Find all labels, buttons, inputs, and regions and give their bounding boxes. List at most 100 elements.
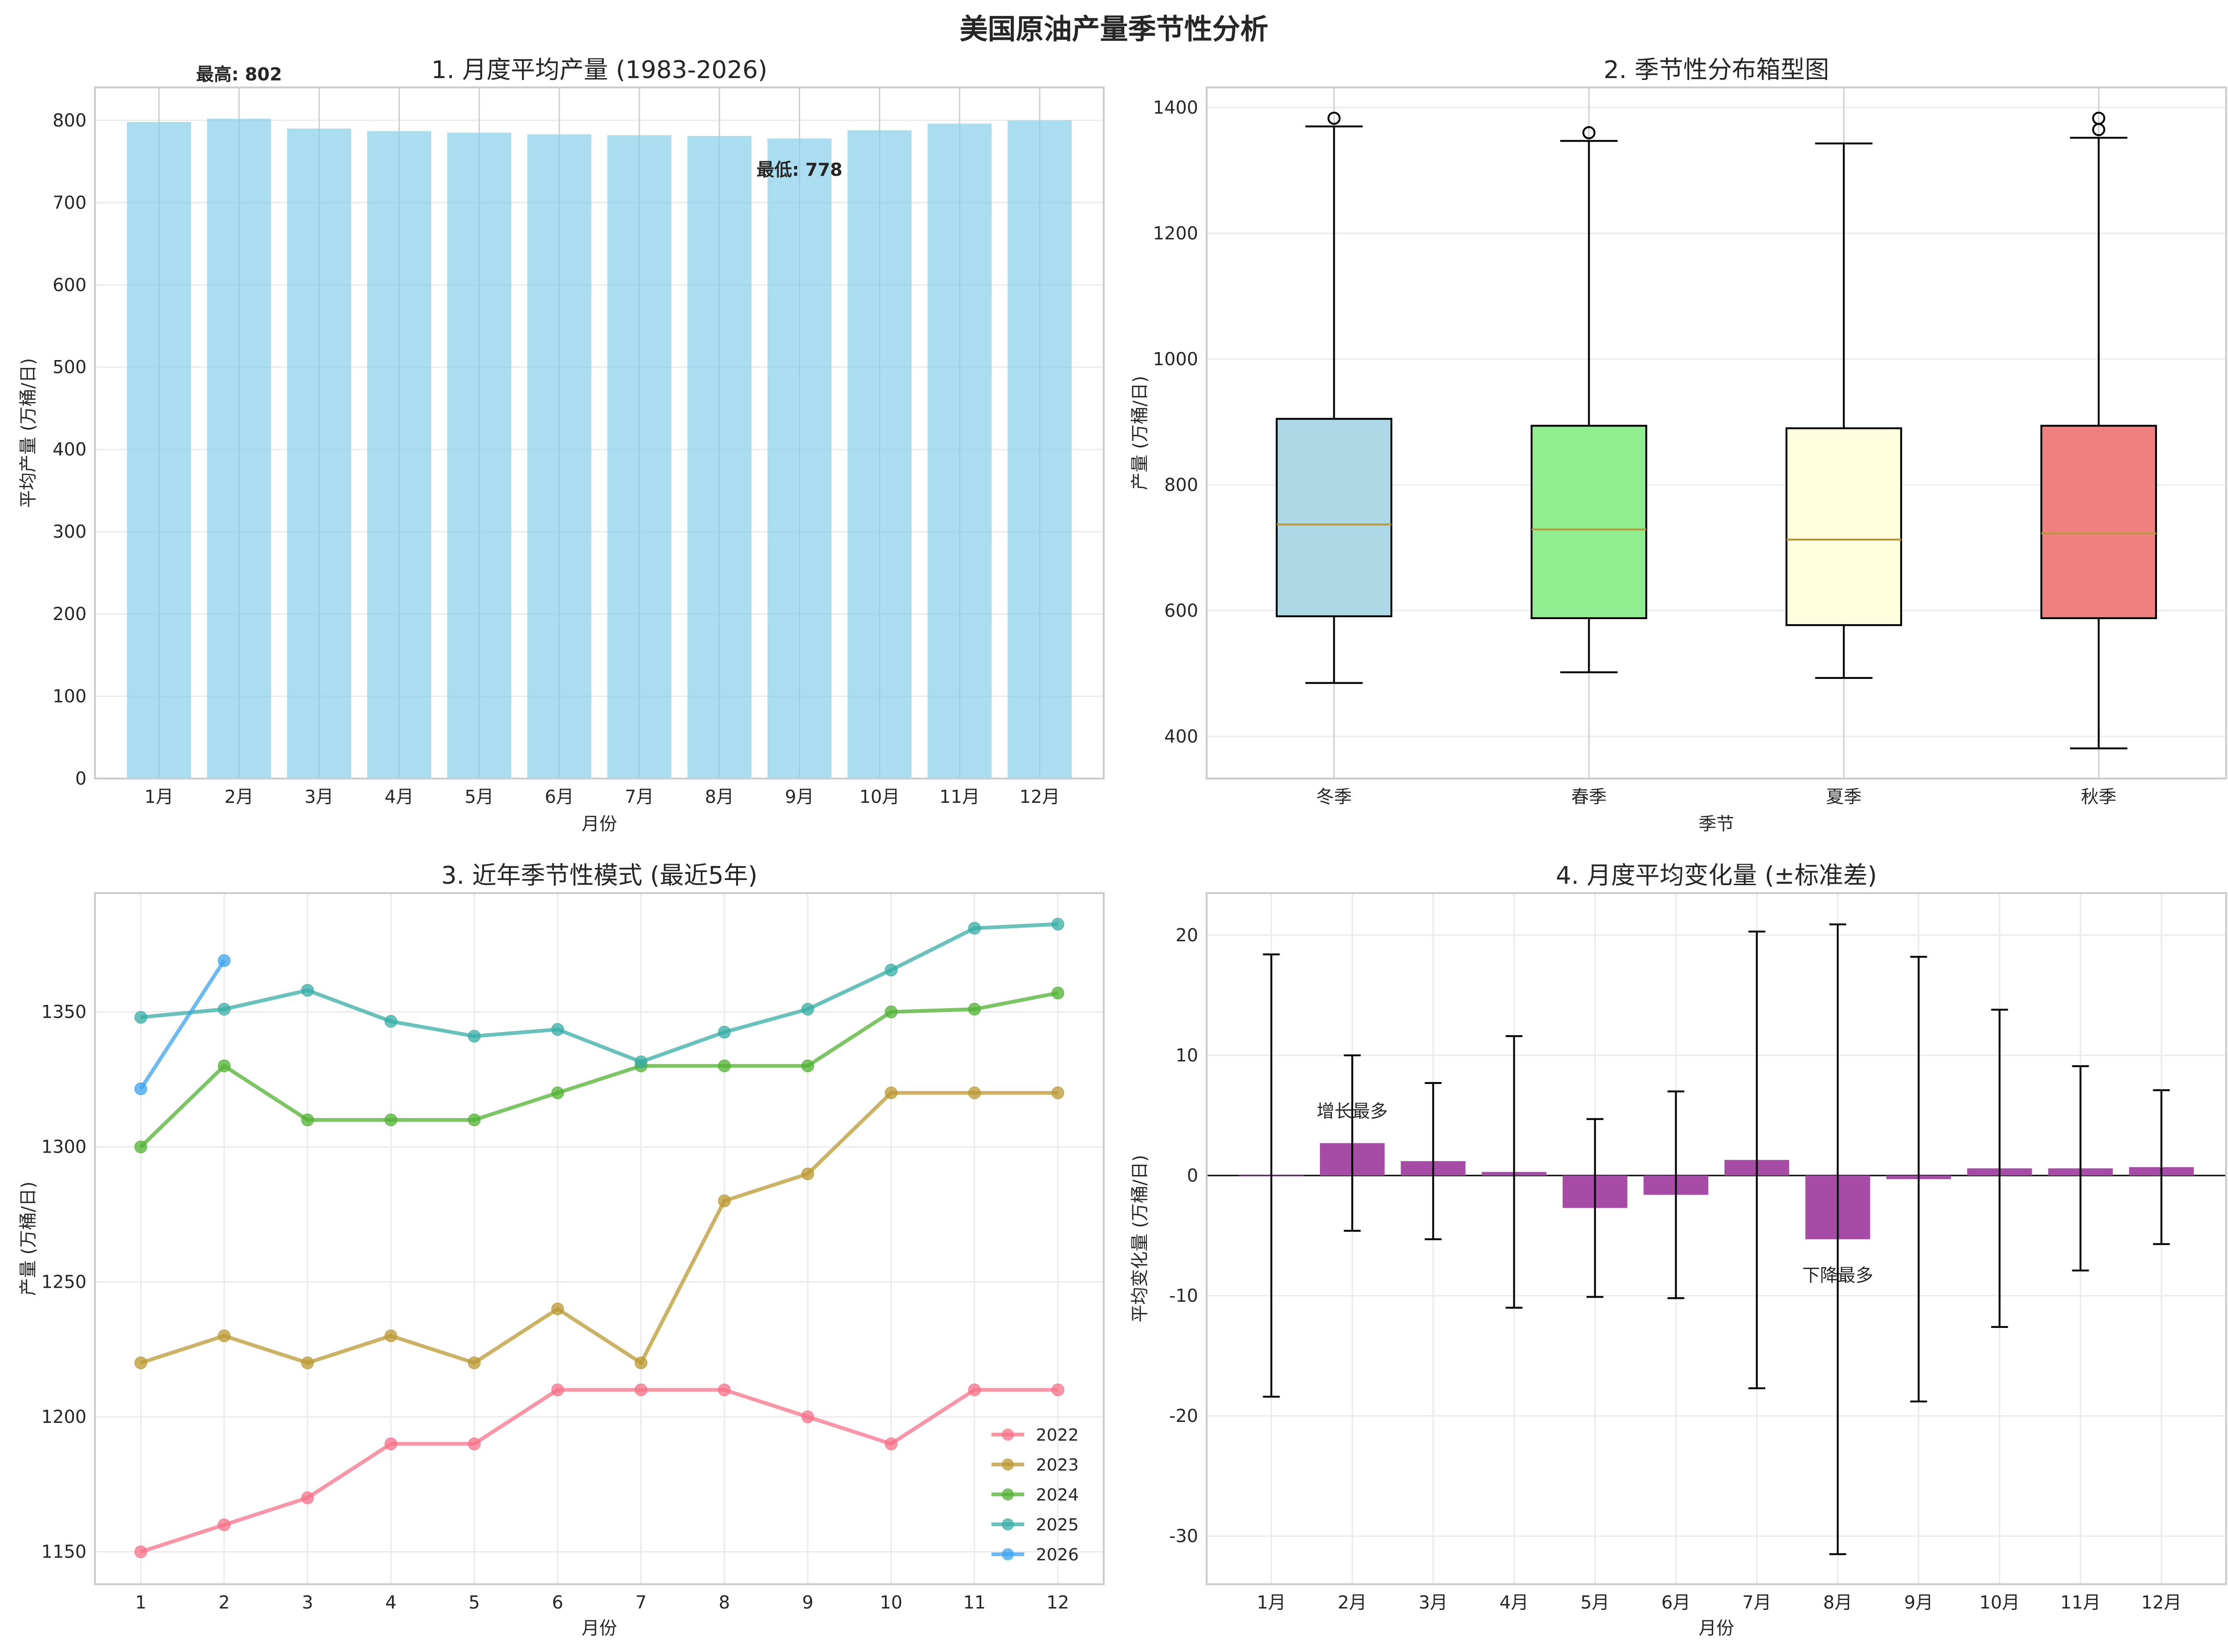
y-tick-label: 600 [1164, 600, 1198, 621]
data-point-2025 [884, 964, 897, 977]
data-point-2024 [301, 1113, 314, 1126]
data-point-2022 [551, 1383, 564, 1396]
bar [927, 123, 992, 779]
y-tick-label: -20 [1169, 1406, 1198, 1426]
data-point-2022 [801, 1410, 814, 1423]
x-tick-label: 11 [963, 1592, 986, 1613]
y-tick-label: 0 [1187, 1165, 1198, 1186]
y-axis-label: 平均产量 (万桶/日) [18, 358, 38, 508]
bar [767, 138, 832, 779]
y-tick-label: -30 [1169, 1526, 1198, 1546]
x-tick-label: 8月 [705, 786, 734, 807]
annotation-label: 最低: 778 [757, 159, 843, 180]
y-tick-label: 1000 [1153, 349, 1198, 369]
outlier-point [2092, 111, 2105, 125]
plot-frame [1206, 87, 2227, 779]
bar [287, 128, 351, 779]
y-tick-label: 1250 [41, 1271, 87, 1292]
y-axis-label: 平均变化量 (万桶/日) [1129, 1155, 1150, 1323]
x-tick-label: 4月 [384, 786, 413, 807]
panel-title: 4. 月度平均变化量 (±标准差) [1556, 862, 1877, 890]
bar [607, 135, 672, 779]
data-point-2024 [801, 1060, 814, 1072]
y-tick-label: 1200 [41, 1407, 87, 1427]
x-tick-label: 2月 [1338, 1592, 1367, 1613]
x-tick-label: 4月 [1499, 1592, 1528, 1613]
x-tick-label: 9月 [1904, 1592, 1933, 1613]
y-tick-label: 800 [52, 110, 87, 130]
data-point-2024 [1051, 987, 1064, 1000]
data-point-2023 [1051, 1086, 1064, 1099]
y-tick-label: 1400 [1153, 97, 1198, 118]
x-tick-label: 3月 [1418, 1592, 1447, 1613]
data-point-2026 [134, 1082, 147, 1096]
data-point-2025 [217, 1003, 231, 1016]
x-tick-label: 1月 [145, 786, 174, 807]
monthly-average-chart: 0 100 200 300 400 500 600 700 800 1. 月度平均产量 (1983… [18, 56, 1105, 834]
bar [1007, 120, 1072, 779]
figure-title: 美国原油产量季节性分析 [960, 13, 1268, 46]
x-tick-label: 5 [469, 1592, 480, 1613]
bar [207, 118, 271, 779]
box [1785, 427, 1902, 626]
x-tick-label: 8 [719, 1592, 730, 1613]
data-point-2024 [468, 1113, 481, 1126]
box [1275, 418, 1393, 618]
x-tick-label: 1 [135, 1592, 146, 1613]
series-line-2024 [139, 991, 1058, 1148]
data-point-2025 [468, 1030, 481, 1043]
legend-marker [1002, 1548, 1014, 1560]
data-point-2025 [1051, 917, 1064, 931]
box [2040, 425, 2157, 620]
y-tick-label: 500 [52, 357, 87, 377]
legend-marker [1002, 1428, 1014, 1441]
bar [367, 131, 431, 779]
data-point-2025 [635, 1055, 648, 1068]
data-point-2024 [968, 1003, 981, 1016]
annotation-label: 增长最多 [1317, 1101, 1388, 1122]
data-point-2022 [134, 1545, 147, 1558]
x-tick-label: 2月 [224, 786, 253, 807]
data-point-2025 [968, 922, 981, 935]
x-tick-label: 1月 [1257, 1592, 1286, 1613]
y-tick-label: 0 [75, 768, 87, 789]
panel-title: 2. 季节性分布箱型图 [1604, 56, 1829, 84]
legend-label: 2024 [1036, 1486, 1079, 1505]
x-tick-label: 5月 [1580, 1592, 1609, 1613]
y-tick-label: 200 [52, 604, 87, 624]
series-line-2026 [139, 959, 226, 1090]
annotation-label: 最高: 802 [196, 64, 282, 85]
legend-label: 2023 [1036, 1456, 1079, 1475]
outlier-point [1582, 126, 1596, 139]
x-tick-label: 夏季 [1826, 786, 1861, 807]
data-point-2022 [301, 1491, 314, 1504]
y-tick-label: 800 [1164, 475, 1198, 495]
bar [447, 132, 512, 779]
x-tick-label: 2 [218, 1592, 230, 1613]
outlier-point [1327, 111, 1341, 125]
y-tick-label: 400 [1164, 726, 1198, 747]
x-tick-label: 5月 [465, 786, 494, 807]
y-tick-label: 600 [52, 274, 87, 295]
data-point-2022 [968, 1383, 981, 1396]
plot-frame [94, 87, 1105, 779]
data-point-2025 [718, 1025, 731, 1039]
data-point-2025 [134, 1011, 147, 1024]
data-point-2022 [635, 1383, 648, 1396]
data-point-2022 [217, 1518, 231, 1531]
data-point-2025 [301, 984, 314, 997]
data-point-2024 [884, 1005, 897, 1018]
data-point-2025 [551, 1023, 564, 1036]
x-tick-label: 4 [385, 1592, 397, 1613]
series-line-2023 [140, 1091, 1058, 1366]
bar [687, 136, 752, 779]
data-point-2023 [968, 1086, 981, 1099]
y-tick-label: 20 [1176, 925, 1198, 945]
data-point-2023 [217, 1329, 231, 1342]
legend-label: 2025 [1036, 1515, 1079, 1535]
data-point-2025 [384, 1015, 398, 1028]
box [1530, 425, 1648, 620]
plot-frame [1206, 892, 2227, 1585]
data-point-2022 [468, 1437, 481, 1450]
data-point-2023 [384, 1329, 398, 1342]
